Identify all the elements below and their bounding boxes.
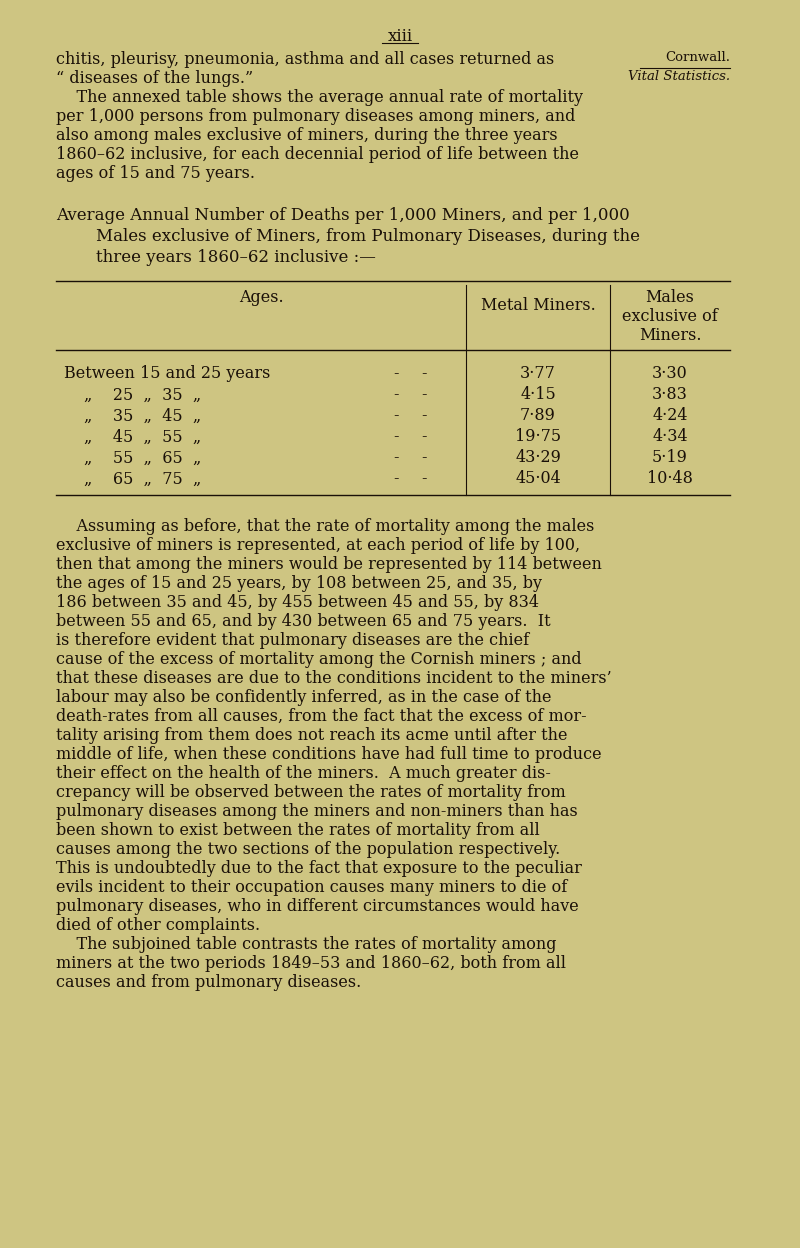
Text: their effect on the health of the miners.  A much greater dis-: their effect on the health of the miners… <box>56 765 551 782</box>
Text: „    65  „  75  „: „ 65 „ 75 „ <box>84 470 202 488</box>
Text: 3·30: 3·30 <box>652 366 688 382</box>
Text: 45·04: 45·04 <box>515 470 561 488</box>
Text: Vital Statistics.: Vital Statistics. <box>628 70 730 84</box>
Text: The annexed table shows the average annual rate of mortality: The annexed table shows the average annu… <box>56 89 583 106</box>
Text: -: - <box>422 407 426 424</box>
Text: „    55  „  65  „: „ 55 „ 65 „ <box>84 449 202 467</box>
Text: Males: Males <box>646 290 694 306</box>
Text: 7·89: 7·89 <box>520 407 556 424</box>
Text: 3·83: 3·83 <box>652 387 688 403</box>
Text: exclusive of miners is represented, at each period of life by 100,: exclusive of miners is represented, at e… <box>56 537 580 554</box>
Text: This is undoubtedly due to the fact that exposure to the peculiar: This is undoubtedly due to the fact that… <box>56 860 582 877</box>
Text: Miners.: Miners. <box>638 327 702 344</box>
Text: tality arising from them does not reach its acme until after the: tality arising from them does not reach … <box>56 728 567 744</box>
Text: 43·29: 43·29 <box>515 449 561 467</box>
Text: -: - <box>394 407 398 424</box>
Text: Metal Miners.: Metal Miners. <box>481 297 595 313</box>
Text: -: - <box>394 470 398 488</box>
Text: -: - <box>394 428 398 446</box>
Text: 3·77: 3·77 <box>520 366 556 382</box>
Text: three years 1860–62 inclusive :—: three years 1860–62 inclusive :— <box>96 248 376 266</box>
Text: -: - <box>422 449 426 467</box>
Text: labour may also be confidently inferred, as in the case of the: labour may also be confidently inferred,… <box>56 689 551 706</box>
Text: -: - <box>422 470 426 488</box>
Text: 5·19: 5·19 <box>652 449 688 467</box>
Text: 4·24: 4·24 <box>652 407 688 424</box>
Text: -: - <box>394 449 398 467</box>
Text: „    35  „  45  „: „ 35 „ 45 „ <box>84 407 202 424</box>
Text: xiii: xiii <box>387 27 413 45</box>
Text: -: - <box>422 428 426 446</box>
Text: -: - <box>422 366 426 382</box>
Text: also among males exclusive of miners, during the three years: also among males exclusive of miners, du… <box>56 127 558 144</box>
Text: ages of 15 and 75 years.: ages of 15 and 75 years. <box>56 165 255 182</box>
Text: The subjoined table contrasts the rates of mortality among: The subjoined table contrasts the rates … <box>56 936 557 953</box>
Text: -: - <box>394 366 398 382</box>
Text: 4·15: 4·15 <box>520 387 556 403</box>
Text: Assuming as before, that the rate of mortality among the males: Assuming as before, that the rate of mor… <box>56 518 594 535</box>
Text: is therefore evident that pulmonary diseases are the chief: is therefore evident that pulmonary dise… <box>56 633 529 649</box>
Text: between 55 and 65, and by 430 between 65 and 75 years.  It: between 55 and 65, and by 430 between 65… <box>56 613 550 630</box>
Text: causes among the two sections of the population respectively.: causes among the two sections of the pop… <box>56 841 560 859</box>
Text: been shown to exist between the rates of mortality from all: been shown to exist between the rates of… <box>56 822 540 839</box>
Text: Cornwall.: Cornwall. <box>665 51 730 64</box>
Text: 186 between 35 and 45, by 455 between 45 and 55, by 834: 186 between 35 and 45, by 455 between 45… <box>56 594 539 612</box>
Text: 10·48: 10·48 <box>647 470 693 488</box>
Text: Males exclusive of Miners, from Pulmonary Diseases, during the: Males exclusive of Miners, from Pulmonar… <box>96 228 640 245</box>
Text: then that among the miners would be represented by 114 between: then that among the miners would be repr… <box>56 557 602 573</box>
Text: miners at the two periods 1849–53 and 1860–62, both from all: miners at the two periods 1849–53 and 18… <box>56 955 566 972</box>
Text: cause of the excess of mortality among the Cornish miners ; and: cause of the excess of mortality among t… <box>56 651 582 668</box>
Text: „    25  „  35  „: „ 25 „ 35 „ <box>84 387 202 403</box>
Text: chitis, pleurisy, pneumonia, asthma and all cases returned as: chitis, pleurisy, pneumonia, asthma and … <box>56 51 554 67</box>
Text: per 1,000 persons from pulmonary diseases among miners, and: per 1,000 persons from pulmonary disease… <box>56 109 575 125</box>
Text: Between 15 and 25 years: Between 15 and 25 years <box>64 366 270 382</box>
Text: „    45  „  55  „: „ 45 „ 55 „ <box>84 428 202 446</box>
Text: -: - <box>394 387 398 403</box>
Text: exclusive of: exclusive of <box>622 308 718 326</box>
Text: the ages of 15 and 25 years, by 108 between 25, and 35, by: the ages of 15 and 25 years, by 108 betw… <box>56 575 542 593</box>
Text: pulmonary diseases among the miners and non-miners than has: pulmonary diseases among the miners and … <box>56 804 578 820</box>
Text: 1860–62 inclusive, for each decennial period of life between the: 1860–62 inclusive, for each decennial pe… <box>56 146 579 163</box>
Text: that these diseases are due to the conditions incident to the miners’: that these diseases are due to the condi… <box>56 670 612 688</box>
Text: death-rates from all causes, from the fact that the excess of mor-: death-rates from all causes, from the fa… <box>56 708 586 725</box>
Text: Ages.: Ages. <box>238 290 283 306</box>
Text: 19·75: 19·75 <box>515 428 561 446</box>
Text: causes and from pulmonary diseases.: causes and from pulmonary diseases. <box>56 975 362 991</box>
Text: middle of life, when these conditions have had full time to produce: middle of life, when these conditions ha… <box>56 746 602 764</box>
Text: -: - <box>422 387 426 403</box>
Text: evils incident to their occupation causes many miners to die of: evils incident to their occupation cause… <box>56 879 567 896</box>
Text: “ diseases of the lungs.”: “ diseases of the lungs.” <box>56 70 253 87</box>
Text: died of other complaints.: died of other complaints. <box>56 917 260 935</box>
Text: crepancy will be observed between the rates of mortality from: crepancy will be observed between the ra… <box>56 784 566 801</box>
Text: Average Annual Number of Deaths per 1,000 Miners, and per 1,000: Average Annual Number of Deaths per 1,00… <box>56 207 630 223</box>
Text: 4·34: 4·34 <box>652 428 688 446</box>
Text: pulmonary diseases, who in different circumstances would have: pulmonary diseases, who in different cir… <box>56 899 578 915</box>
